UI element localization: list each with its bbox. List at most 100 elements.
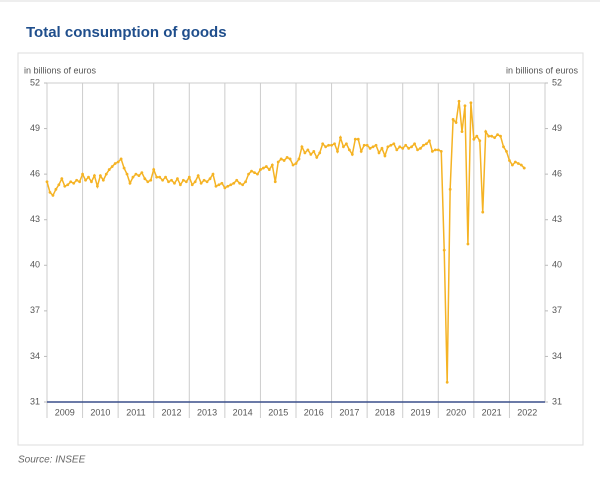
data-point	[51, 194, 55, 197]
data-point	[469, 101, 473, 105]
y-tick-label: 34	[30, 351, 40, 361]
chart-card	[17, 52, 584, 446]
data-point	[318, 151, 322, 155]
data-point	[90, 180, 93, 184]
data-point	[107, 168, 111, 171]
data-point	[347, 148, 351, 152]
data-point	[125, 172, 129, 176]
data-point	[214, 184, 218, 188]
data-point	[247, 172, 250, 176]
y2-tick-label: 46	[552, 169, 562, 179]
data-point	[333, 142, 336, 146]
data-point	[178, 183, 182, 187]
data-point	[516, 162, 520, 165]
data-point	[327, 143, 331, 147]
data-point	[368, 146, 372, 150]
data-point	[321, 142, 325, 146]
data-point	[478, 139, 482, 143]
data-point	[430, 149, 434, 153]
data-point	[134, 172, 138, 176]
data-point	[113, 162, 117, 165]
data-point	[445, 380, 449, 384]
data-point	[69, 180, 73, 184]
data-point	[87, 175, 90, 179]
data-point	[288, 157, 292, 161]
data-point	[407, 146, 411, 150]
data-point	[104, 172, 108, 176]
data-point	[481, 210, 485, 214]
data-point	[173, 181, 176, 185]
data-point	[170, 178, 173, 182]
data-point	[380, 146, 384, 150]
data-point	[291, 163, 295, 167]
data-point	[339, 136, 342, 140]
data-point	[57, 183, 61, 187]
y-tick-label: 40	[30, 260, 40, 270]
data-point	[146, 180, 150, 184]
data-point	[463, 104, 467, 108]
data-point	[475, 134, 479, 138]
data-point	[217, 183, 221, 187]
data-point	[232, 181, 236, 185]
data-point	[244, 180, 248, 184]
data-point	[309, 152, 313, 156]
x-tick-label: 2011	[126, 407, 145, 417]
data-point	[404, 143, 408, 147]
data-point	[137, 174, 141, 178]
x-tick-label: 2010	[90, 407, 110, 417]
data-point	[425, 142, 428, 146]
data-point	[508, 159, 511, 162]
y2-tick-label: 37	[552, 305, 562, 315]
data-point	[330, 143, 333, 147]
data-point	[499, 134, 502, 138]
x-tick-label: 2009	[55, 407, 75, 417]
data-point	[116, 160, 120, 164]
data-point	[460, 130, 464, 134]
data-point	[350, 152, 354, 156]
data-point	[48, 190, 52, 194]
data-point	[205, 180, 209, 184]
y2-tick-label: 43	[552, 214, 562, 224]
data-point	[149, 178, 153, 182]
y-tick-label: 37	[30, 305, 40, 315]
data-point	[241, 183, 245, 187]
data-point	[253, 171, 256, 175]
x-tick-label: 2017	[339, 407, 359, 417]
data-point	[422, 143, 425, 147]
y2-axis-label: in billions of euros	[506, 65, 579, 75]
data-point	[324, 145, 328, 149]
data-point	[454, 121, 458, 124]
data-point	[66, 183, 70, 187]
data-point	[187, 175, 191, 179]
data-point	[282, 159, 286, 162]
y-tick-label: 31	[30, 396, 40, 406]
x-tick-label: 2022	[517, 407, 537, 417]
data-point	[297, 157, 301, 161]
data-point	[374, 143, 378, 147]
x-tick-label: 2013	[197, 407, 217, 417]
data-point	[199, 181, 203, 185]
data-point	[294, 162, 298, 165]
data-point	[235, 178, 239, 182]
data-point	[226, 184, 230, 188]
data-point	[128, 181, 132, 185]
data-point	[392, 142, 396, 146]
data-point	[436, 148, 440, 152]
x-tick-label: 2014	[233, 407, 253, 417]
data-point	[344, 142, 348, 146]
data-point	[395, 148, 399, 152]
data-point	[451, 118, 455, 121]
data-point	[211, 172, 215, 176]
data-point	[377, 151, 381, 155]
data-point	[490, 134, 494, 138]
data-point	[315, 156, 319, 159]
data-point	[98, 174, 102, 178]
data-point	[433, 148, 437, 152]
data-point	[362, 143, 366, 147]
x-tick-label: 2018	[375, 407, 395, 417]
data-point	[131, 175, 135, 179]
x-tick-label: 2016	[304, 407, 324, 417]
x-tick-label: 2012	[161, 407, 181, 417]
x-tick-label: 2015	[268, 407, 288, 417]
